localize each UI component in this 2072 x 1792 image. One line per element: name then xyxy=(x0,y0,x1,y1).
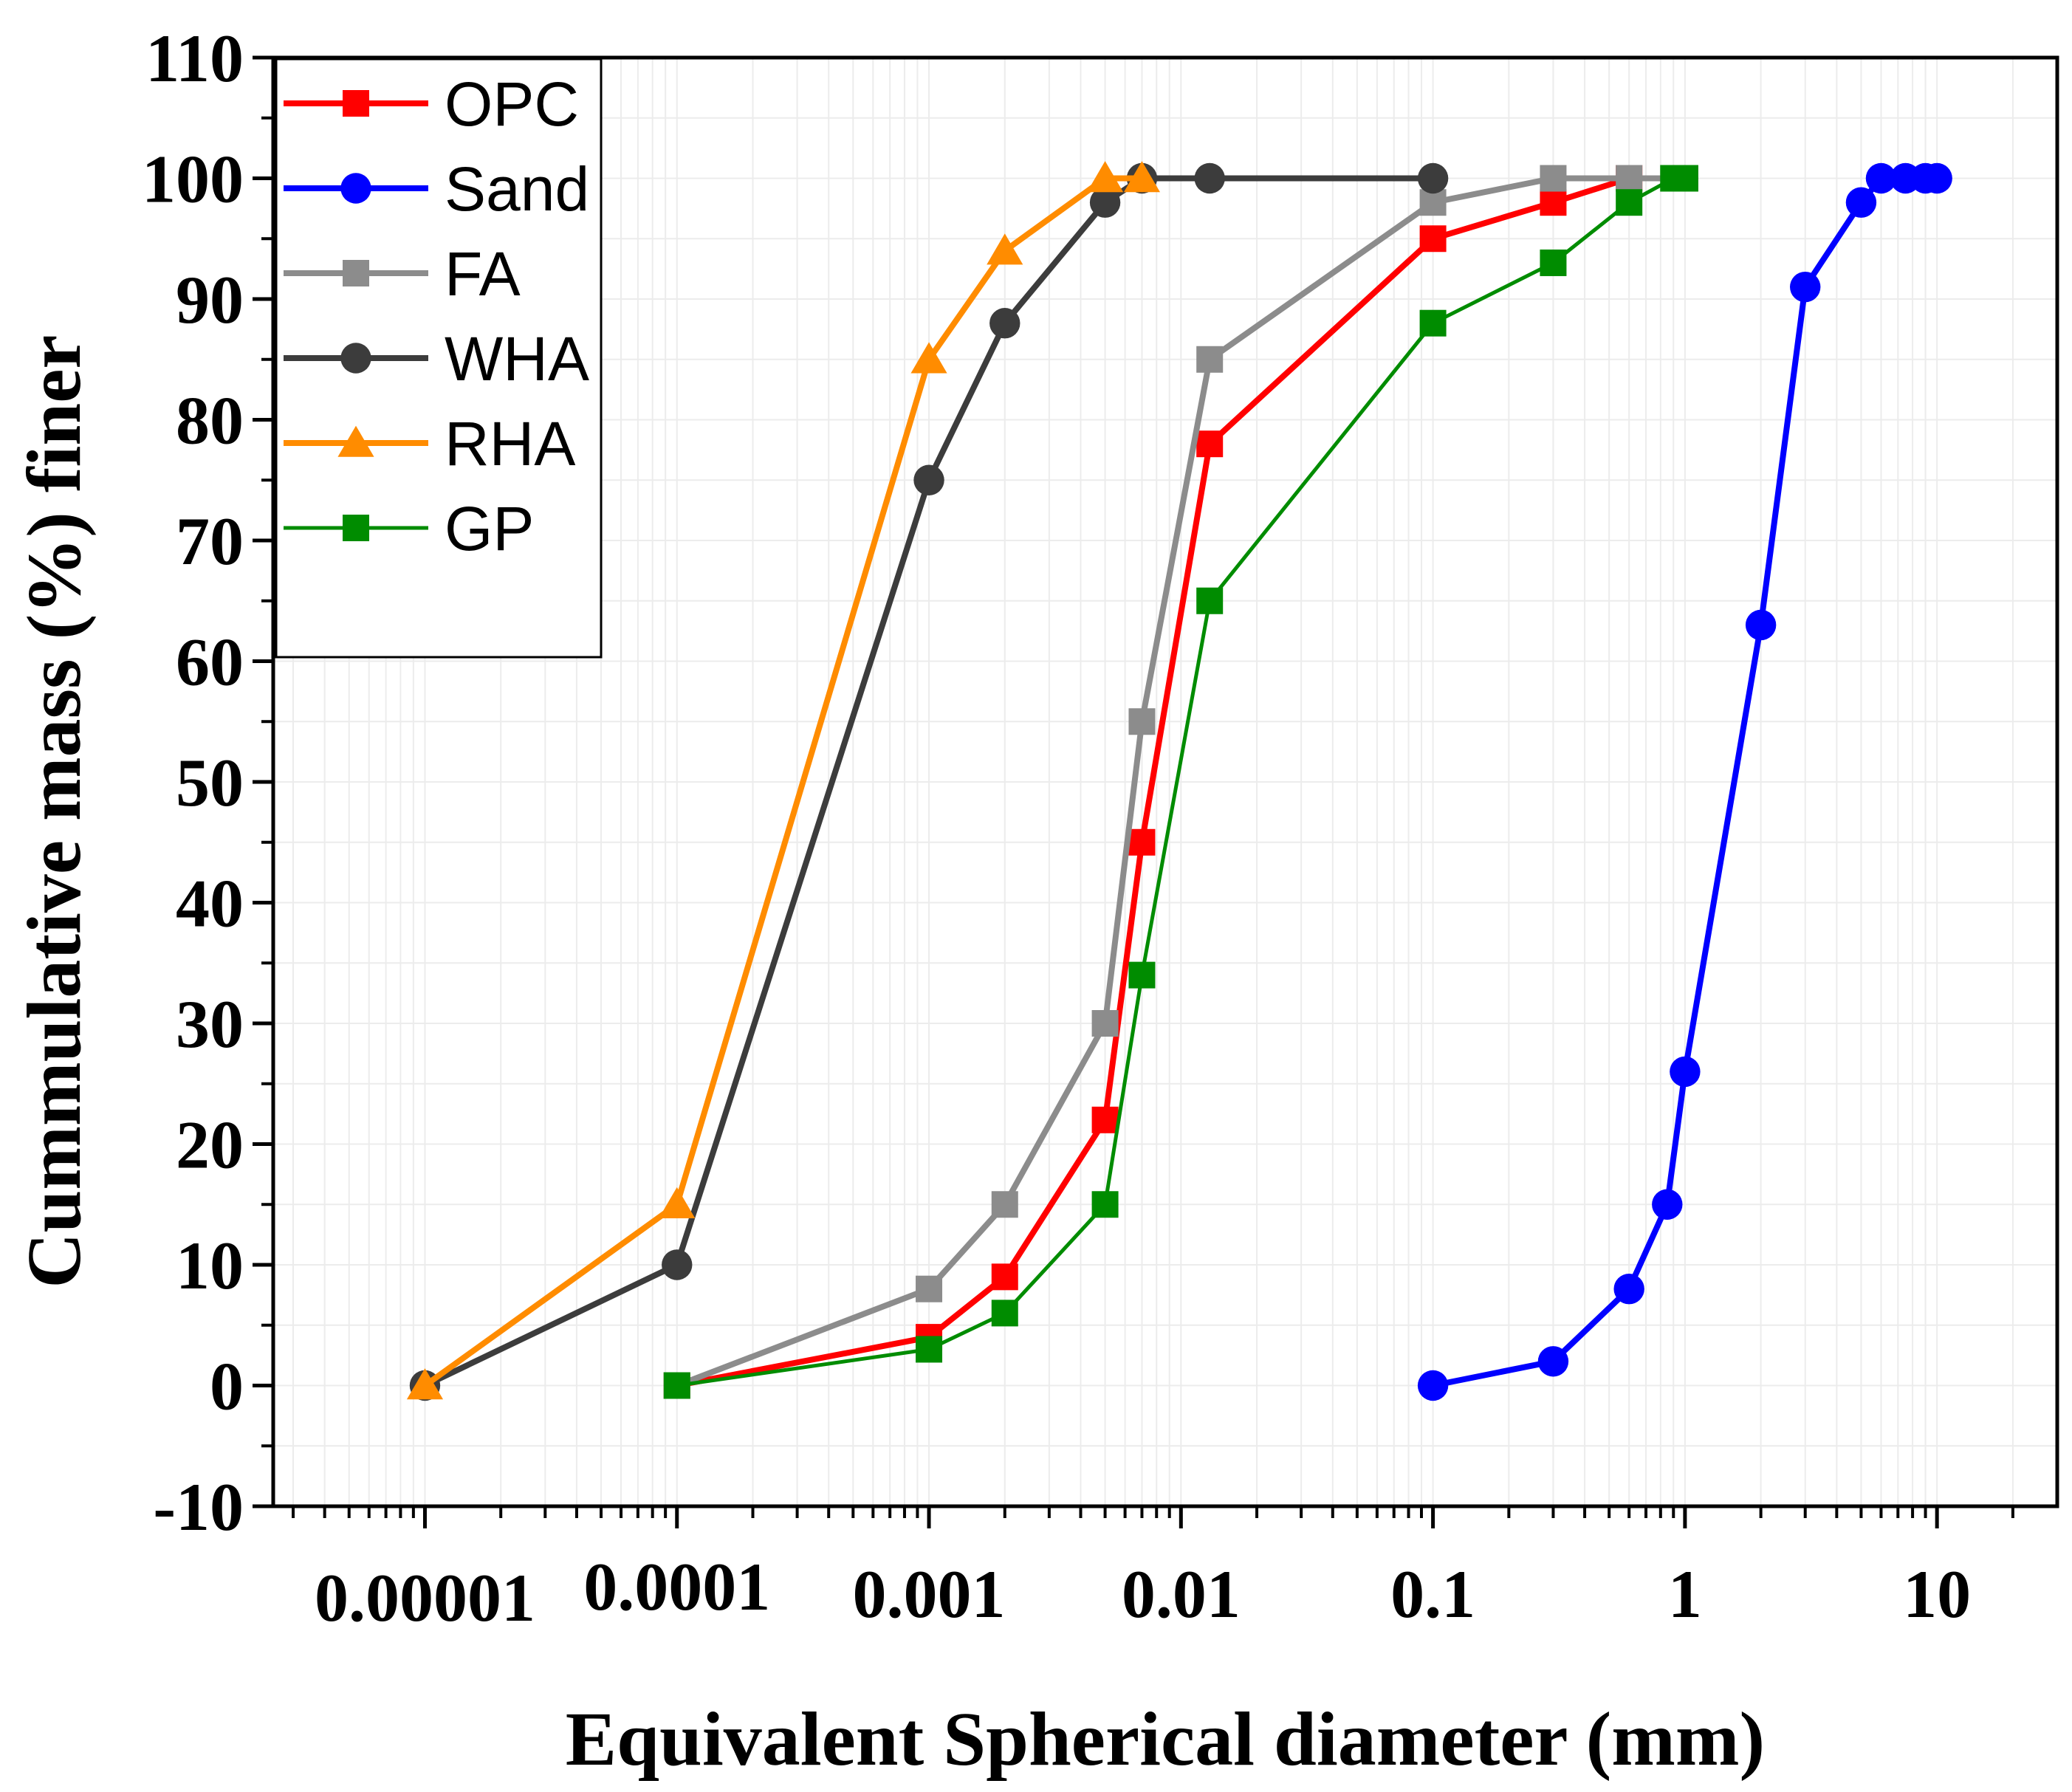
data-point xyxy=(1419,225,1447,253)
legend-label: OPC xyxy=(445,69,579,139)
data-point xyxy=(1087,161,1124,193)
y-tick-label: 10 xyxy=(176,1228,244,1303)
data-point xyxy=(1194,162,1225,194)
data-point xyxy=(1790,271,1821,303)
data-point xyxy=(991,1263,1018,1291)
data-point xyxy=(659,1187,696,1218)
x-tick-label: 1 xyxy=(1668,1556,1702,1632)
legend-label: FA xyxy=(445,239,521,309)
series-rha xyxy=(406,161,1161,1400)
data-point xyxy=(991,1300,1018,1327)
legend-item-opc: OPC xyxy=(284,69,579,139)
data-point xyxy=(1417,1370,1449,1401)
series-line-opc xyxy=(676,175,1685,1389)
y-tick-label: 90 xyxy=(176,262,244,337)
data-point xyxy=(913,464,944,495)
x-tick-label: 0.0001 xyxy=(583,1549,770,1624)
data-point xyxy=(1196,587,1224,614)
data-point xyxy=(987,233,1023,265)
x-tick-label: 0.1 xyxy=(1390,1556,1475,1632)
y-tick-label: 80 xyxy=(176,383,244,459)
data-point xyxy=(343,260,369,286)
legend-item-rha: RHA xyxy=(284,409,575,478)
y-tick-label: 40 xyxy=(176,866,244,941)
y-tick-label: 60 xyxy=(176,625,244,700)
data-point xyxy=(1419,189,1447,216)
data-point xyxy=(340,173,371,204)
data-point xyxy=(1123,161,1161,193)
data-point xyxy=(406,1368,444,1400)
x-tick-label: 0.01 xyxy=(1122,1556,1241,1632)
data-point xyxy=(1671,165,1698,192)
data-point xyxy=(1128,961,1156,989)
data-point xyxy=(1128,828,1156,856)
data-point xyxy=(1921,162,1952,194)
data-point xyxy=(1745,609,1777,641)
data-point xyxy=(662,1249,693,1280)
data-point xyxy=(1417,162,1449,194)
y-axis-title: Cummulative mass (%) finer xyxy=(12,334,97,1288)
y-tick-label: 100 xyxy=(142,142,244,217)
data-point xyxy=(343,515,369,541)
data-point xyxy=(1652,1189,1683,1220)
data-point xyxy=(916,1275,943,1302)
x-tick-label: 0.001 xyxy=(853,1556,1006,1632)
data-point xyxy=(1670,1056,1701,1088)
data-point xyxy=(1616,165,1643,192)
data-point xyxy=(1540,165,1567,192)
y-tick-label: 30 xyxy=(176,986,244,1062)
data-point xyxy=(1196,346,1224,373)
data-point xyxy=(1196,430,1224,458)
legend-label: Sand xyxy=(445,154,589,224)
legend-item-sand: Sand xyxy=(284,154,589,224)
data-point xyxy=(991,1191,1018,1218)
data-point xyxy=(1089,187,1121,218)
data-point xyxy=(1540,249,1567,276)
data-point xyxy=(1540,189,1567,216)
x-axis-title: Equivalent Spherical diameter (mm) xyxy=(566,1697,1765,1782)
series-line-fa xyxy=(676,175,1685,1389)
y-tick-label: 50 xyxy=(176,745,244,820)
data-point xyxy=(1537,1346,1569,1377)
y-tick-label: 110 xyxy=(145,21,244,96)
data-point xyxy=(337,425,374,457)
y-tick-label: 70 xyxy=(176,504,244,579)
data-point xyxy=(1419,309,1447,337)
x-tick-label: 0.00001 xyxy=(315,1560,535,1635)
data-point xyxy=(1845,187,1877,218)
data-point xyxy=(663,1372,690,1399)
legend-label: WHA xyxy=(445,324,589,394)
legend-item-gp: GP xyxy=(284,494,534,563)
data-point xyxy=(340,343,371,374)
legend-item-fa: FA xyxy=(284,239,521,309)
y-tick-label: 20 xyxy=(176,1108,244,1183)
data-point xyxy=(1091,1191,1119,1218)
y-tick-label: -10 xyxy=(153,1469,244,1545)
data-point xyxy=(1128,708,1156,735)
data-point xyxy=(989,308,1020,339)
data-point xyxy=(1616,189,1643,216)
legend-label: GP xyxy=(445,494,534,563)
series-gp xyxy=(663,165,1698,1399)
legend-item-wha: WHA xyxy=(284,324,589,394)
series-layer xyxy=(406,161,1952,1401)
legend-label: RHA xyxy=(445,409,575,478)
data-point xyxy=(916,1336,943,1363)
data-point xyxy=(343,90,369,117)
x-tick-label: 10 xyxy=(1903,1556,1971,1632)
y-tick-label: 0 xyxy=(210,1349,244,1424)
data-point xyxy=(910,342,947,374)
data-point xyxy=(1091,1010,1119,1037)
data-point xyxy=(1613,1274,1644,1305)
data-point xyxy=(1865,162,1897,194)
legend: OPC Sand FA WHA RHA GP xyxy=(275,58,603,659)
data-point xyxy=(1091,1106,1119,1133)
series-sand xyxy=(1417,162,1952,1401)
